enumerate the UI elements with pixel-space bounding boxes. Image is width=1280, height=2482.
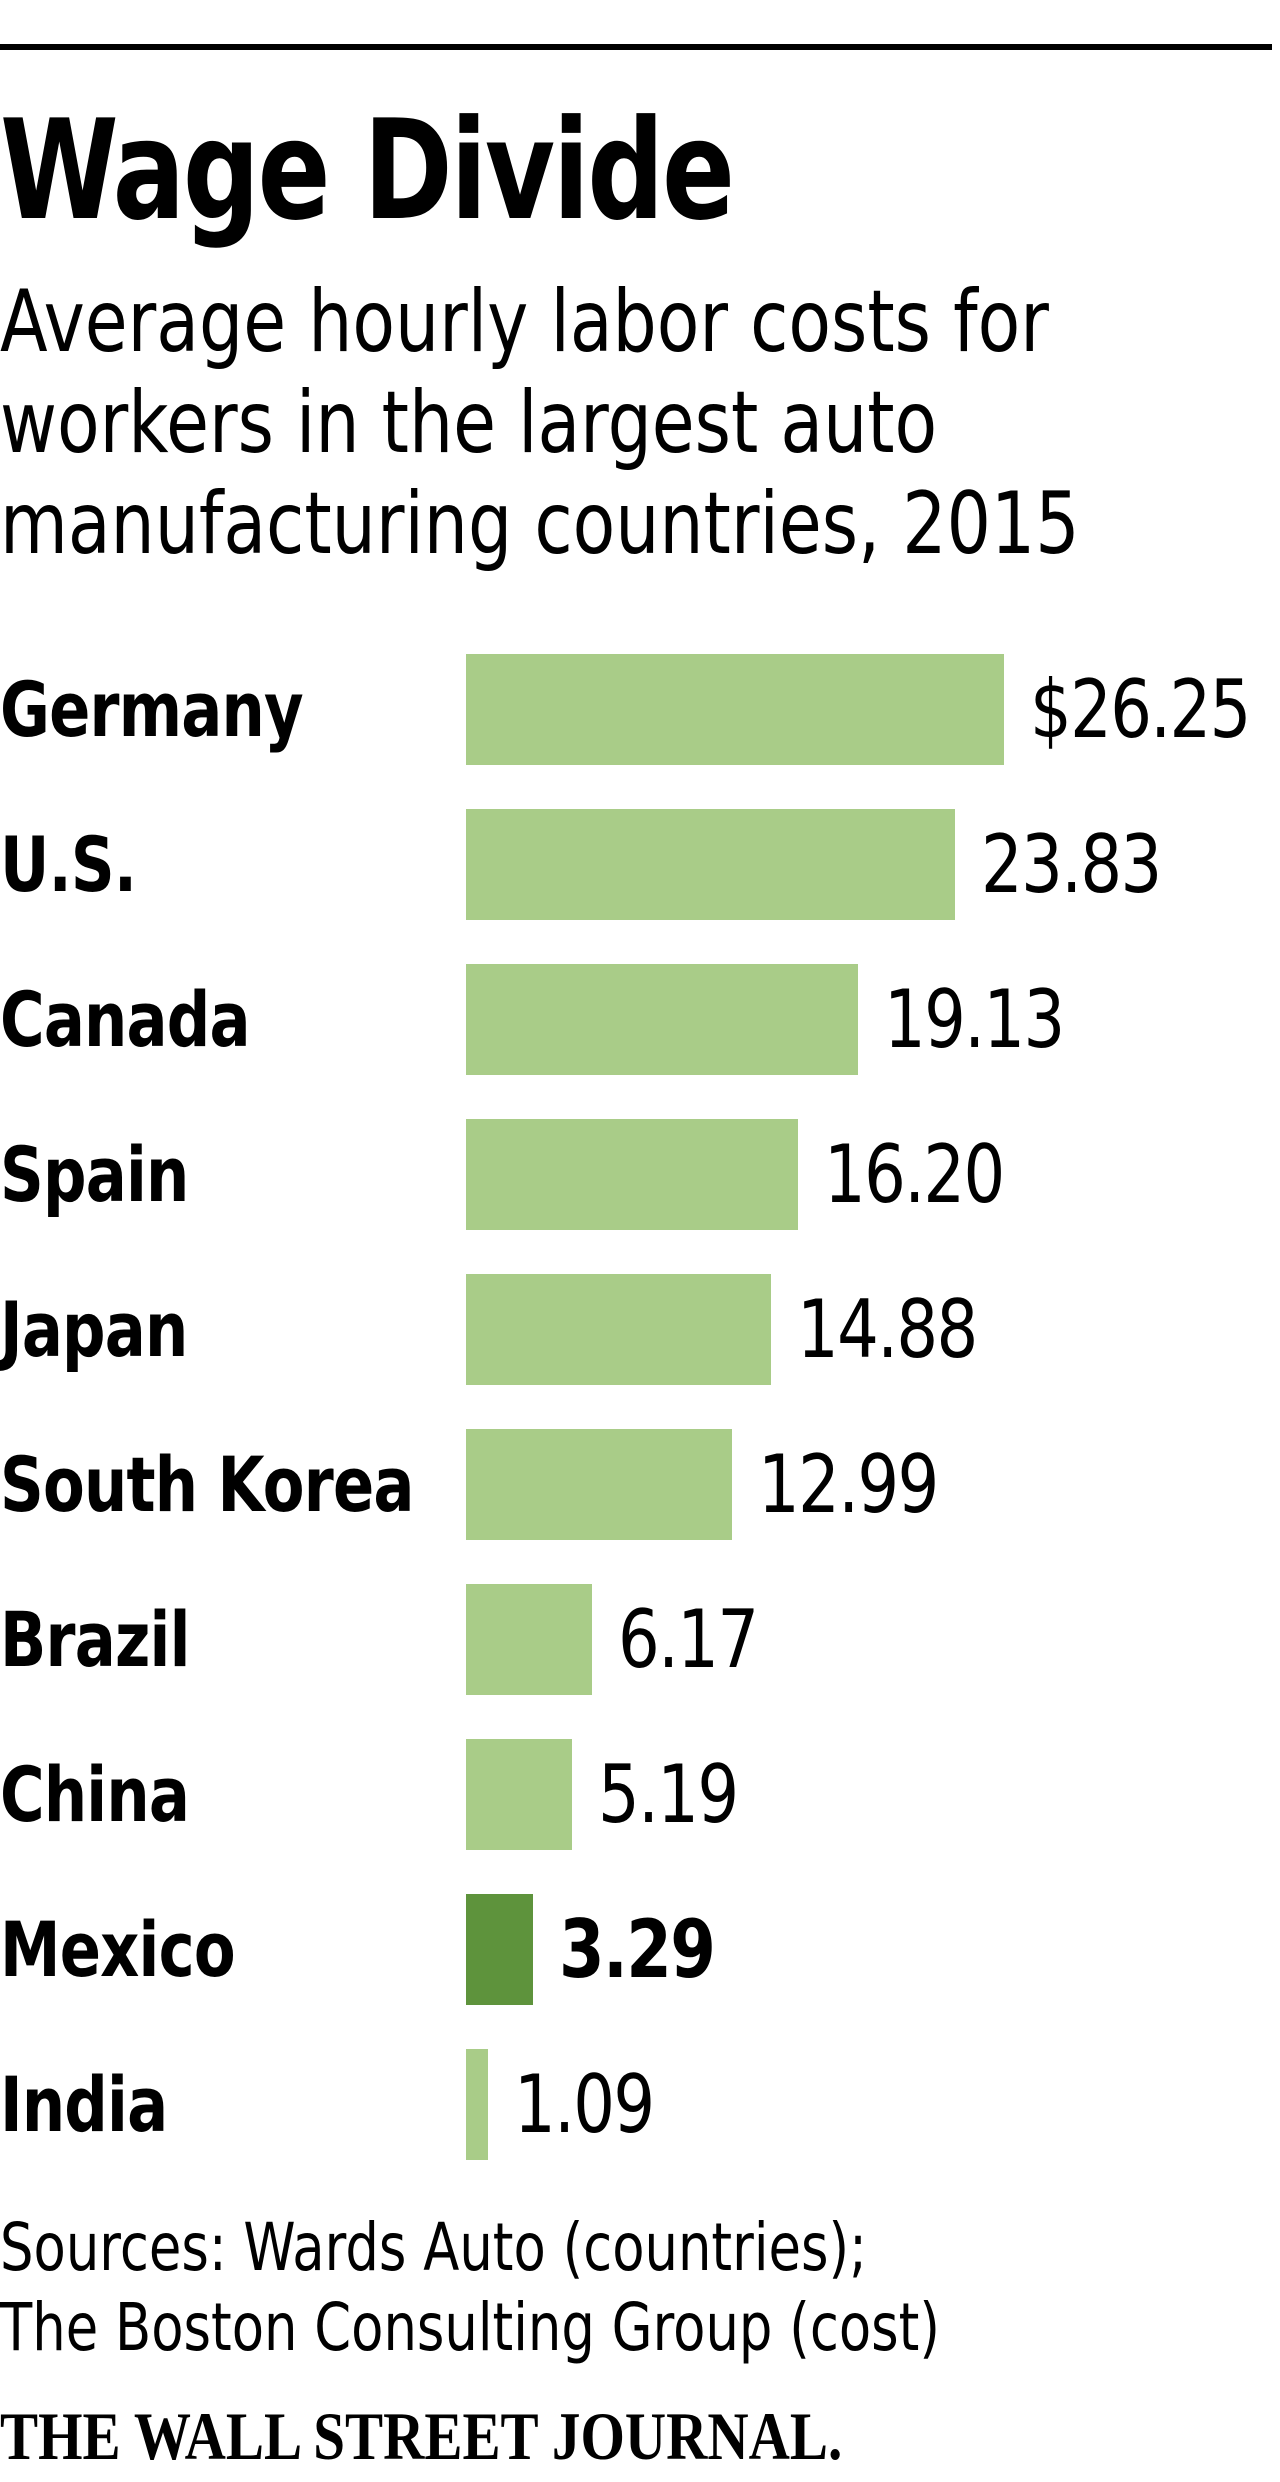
bar [466,654,1004,765]
sources-note: Sources: Wards Auto (countries); The Bos… [0,2208,940,2368]
country-label: Germany [0,665,304,754]
bar [466,1274,771,1385]
value-label: 19.13 [884,973,1065,1066]
bar-row-japan: Japan 14.88 [0,1274,1280,1385]
country-label: Mexico [0,1905,236,1994]
country-label: Brazil [0,1595,190,1684]
bar [466,964,858,1075]
country-label: India [0,2060,168,2149]
value-label: 16.20 [824,1128,1005,1221]
country-label: Japan [0,1285,188,1374]
bar-highlighted [466,1894,533,2005]
bar-row-us: U.S. 23.83 [0,809,1280,920]
bar [466,809,955,920]
top-rule [0,44,1272,50]
value-label: 5.19 [598,1748,739,1841]
value-label: 6.17 [618,1593,759,1686]
bar-row-mexico: Mexico 3.29 [0,1894,1280,2005]
subtitle-line: Average hourly labor costs for [0,272,1049,372]
bar-row-brazil: Brazil 6.17 [0,1584,1280,1695]
sources-line: The Boston Consulting Group (cost) [0,2289,940,2366]
bar-row-spain: Spain 16.20 [0,1119,1280,1230]
bar-row-india: India 1.09 [0,2049,1280,2160]
bar-row-canada: Canada 19.13 [0,964,1280,1075]
bar [466,1584,592,1695]
sources-line: Sources: Wards Auto (countries); [0,2209,867,2286]
country-label: Spain [0,1130,189,1219]
value-label: $26.25 [1030,663,1251,756]
bar [466,2049,488,2160]
value-label: 14.88 [797,1283,978,1376]
country-label: South Korea [0,1440,414,1529]
bar-row-south-korea: South Korea 12.99 [0,1429,1280,1540]
bar-row-china: China 5.19 [0,1739,1280,1850]
value-label: 3.29 [559,1903,716,1996]
subtitle-line: workers in the largest auto [0,373,938,473]
bar-row-germany: Germany $26.25 [0,654,1280,765]
chart-subtitle: Average hourly labor costs for workers i… [0,272,1080,575]
subtitle-line: manufacturing countries, 2015 [0,474,1080,574]
bar [466,1739,572,1850]
country-label: U.S. [0,820,137,909]
chart-title: Wage Divide [0,90,735,251]
country-label: Canada [0,975,251,1064]
value-label: 1.09 [514,2058,655,2151]
value-label: 23.83 [981,818,1162,911]
value-label: 12.99 [758,1438,939,1531]
bar [466,1429,732,1540]
publisher-logo: THE WALL STREET JOURNAL. [0,2398,843,2474]
country-label: China [0,1750,190,1839]
bar [466,1119,798,1230]
